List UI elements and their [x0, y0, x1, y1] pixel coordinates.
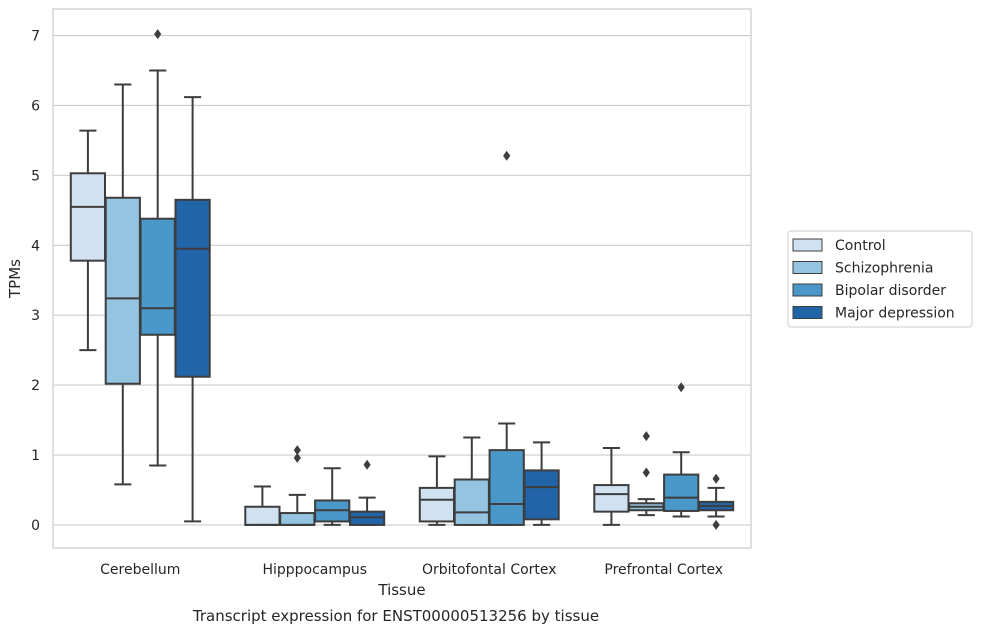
outlier-point — [363, 459, 371, 470]
y-tick-label: 3 — [31, 308, 40, 324]
x-tick-label: Cerebellum — [100, 562, 180, 578]
x-tick-label: Prefrontal Cortex — [604, 562, 723, 578]
box-bipolar-disorder-0 — [139, 29, 176, 467]
legend-frame — [787, 230, 973, 328]
box-control-1 — [244, 485, 281, 526]
y-tick-label: 0 — [31, 518, 40, 534]
box-major-depression-3 — [697, 473, 735, 530]
y-tick-label: 7 — [31, 29, 40, 45]
box-body — [593, 484, 630, 513]
box-body — [348, 510, 386, 526]
box-bipolar-disorder-2 — [488, 150, 525, 526]
legend-label: Schizophrenia — [835, 261, 933, 277]
box-body — [279, 512, 316, 526]
box-body — [488, 449, 525, 526]
legend-label: Control — [835, 238, 886, 254]
outlier-point — [642, 467, 650, 478]
box-body — [69, 172, 107, 262]
legend-label: Bipolar disorder — [835, 283, 946, 299]
legend-label: Major depression — [835, 306, 955, 322]
box-body — [453, 478, 490, 526]
outlier-point — [503, 150, 511, 161]
boxes — [69, 29, 735, 530]
y-tick-label: 4 — [31, 238, 40, 254]
outlier-point — [642, 431, 650, 442]
box-schizophrenia-2 — [453, 436, 490, 526]
box-body — [663, 473, 700, 512]
y-tick-label: 1 — [31, 448, 40, 464]
box-body — [418, 486, 456, 523]
outlier-point — [293, 452, 301, 463]
y-tick-label: 5 — [31, 168, 40, 184]
box-body — [104, 196, 141, 385]
outlier-point — [154, 29, 162, 40]
outlier-point — [712, 519, 720, 530]
box-schizophrenia-0 — [104, 83, 141, 486]
box-schizophrenia-1 — [279, 445, 316, 526]
y-tick-labels: 0 1 2 3 4 5 6 7 — [31, 29, 40, 534]
chart-caption: Transcript expression for ENST0000051325… — [192, 607, 599, 625]
box-body — [523, 469, 560, 521]
plot-frame — [52, 8, 752, 549]
box-control-0 — [69, 129, 107, 352]
outlier-point — [712, 473, 720, 484]
outlier-point — [293, 445, 301, 456]
x-tick-labels: Cerebellum Hipppocampus Orbitofontal Corte… — [100, 562, 723, 578]
x-axis-label: Tissue — [377, 581, 425, 599]
box-major-depression-2 — [523, 441, 560, 526]
box-major-depression-0 — [174, 96, 211, 523]
legend-swatch — [792, 306, 823, 319]
box-control-2 — [418, 455, 456, 526]
box-body — [139, 217, 176, 336]
legend-swatch — [792, 283, 823, 297]
outlier-point — [677, 382, 685, 393]
y-axis-label: TPMs — [6, 259, 24, 299]
box-control-3 — [593, 447, 630, 526]
legend-swatch — [792, 261, 823, 274]
x-tick-label: Orbitofontal Cortex — [422, 562, 557, 578]
box-body — [244, 505, 281, 526]
x-tick-label: Hipppocampus — [262, 562, 367, 578]
box-bipolar-disorder-1 — [314, 467, 351, 526]
box-bipolar-disorder-3 — [663, 382, 700, 518]
box-schizophrenia-3 — [628, 431, 665, 517]
legend: Control Schizophrenia Bipolar disorder Majo… — [787, 230, 973, 328]
box-body — [174, 198, 211, 378]
y-tick-label: 2 — [31, 378, 40, 394]
y-tick-label: 6 — [31, 98, 40, 114]
legend-swatch — [792, 238, 823, 252]
box-major-depression-1 — [348, 459, 386, 526]
